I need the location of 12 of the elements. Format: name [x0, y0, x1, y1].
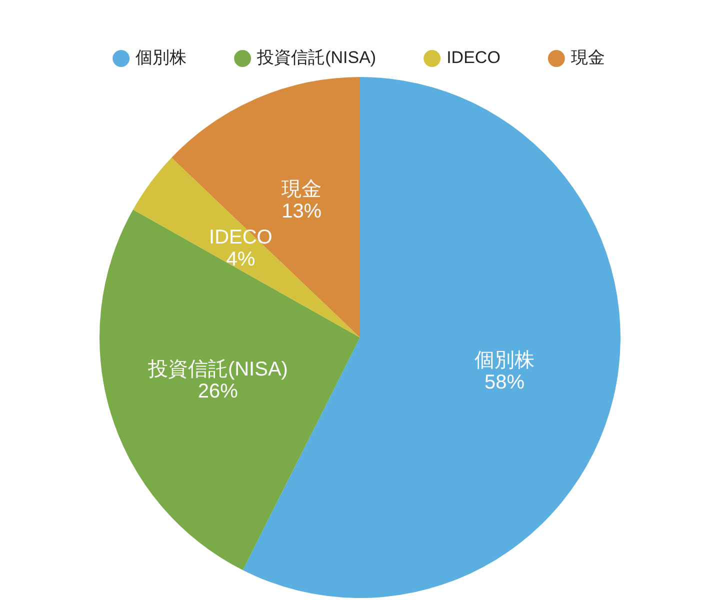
- slice-label: 個別株: [474, 349, 534, 372]
- legend-label: 投資信託(NISA): [256, 48, 376, 68]
- data-label: 26%: [198, 380, 238, 402]
- legend-label: 現金: [570, 48, 605, 68]
- data-label: 13%: [282, 200, 322, 223]
- data-label: 58%: [484, 371, 525, 394]
- legend-label: IDECO: [446, 48, 500, 68]
- slice-label: 投資信託(NISA): [146, 358, 288, 380]
- slice-label: IDECO: [209, 226, 272, 249]
- legend-label: 個別株: [136, 48, 187, 68]
- slice-label: 現金: [282, 178, 322, 201]
- data-label: 4%: [226, 248, 256, 271]
